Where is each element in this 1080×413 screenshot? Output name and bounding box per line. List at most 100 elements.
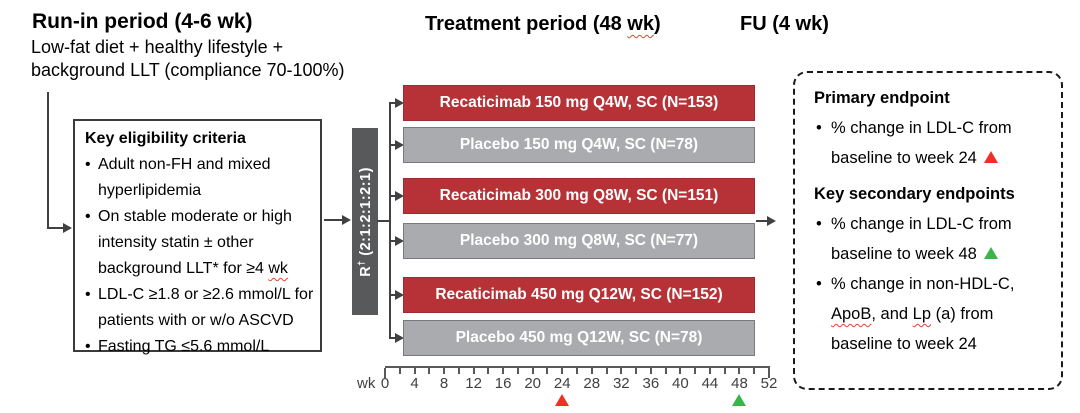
randomization-ratio: (2:1:2:1:2:1) <box>357 166 374 260</box>
recaticimab-arm-bar: Recaticimab 150 mg Q4W, SC (N=153) <box>403 85 755 121</box>
primary-endpoint-item: • % change in LDL-C from baseline to week… <box>814 113 1049 173</box>
axis-tick-label: 44 <box>701 375 719 392</box>
eligibility-to-randomization-line <box>324 219 343 221</box>
text-segment: LDL-C ≥1.8 or ≥2.6 mmol/L for patients w… <box>98 286 314 329</box>
bullet-icon: • <box>816 119 822 137</box>
bullet-icon: • <box>85 338 91 355</box>
secondary-endpoint-item-text: % change in LDL-C from baseline to week … <box>831 215 1012 263</box>
runin-subtitle-line1: Low-fat diet + healthy lifestyle + <box>31 37 284 57</box>
bullet-icon: • <box>85 156 91 173</box>
runin-subtitle-line2: background LLT (compliance 70-100%) <box>31 60 345 80</box>
axis-tick <box>472 368 475 374</box>
text-segment: % change in LDL-C from baseline to week … <box>831 119 1012 167</box>
week-axis-unit-label: wk <box>357 375 376 392</box>
bullet-icon: • <box>816 215 822 233</box>
axis-tick <box>664 368 667 374</box>
axis-tick <box>708 368 711 374</box>
text-segment: Adult non-FH and mixed hyperlipidemia <box>98 156 271 199</box>
axis-tick <box>531 368 534 374</box>
runin-period-title: Run-in period (4-6 wk) <box>32 10 253 33</box>
arm-label: Recaticimab 300 mg Q8W, SC (N=151) <box>439 187 719 204</box>
eligibility-box: Key eligibility criteria • Adult non-FH a… <box>73 119 322 355</box>
randomization-box: R† (2:1:2:1:2:1) <box>352 128 378 315</box>
branch-line <box>389 195 397 197</box>
axis-tick-label: 52 <box>760 375 778 392</box>
arms-to-endpoints-line <box>756 220 768 222</box>
bullet-icon: • <box>85 286 91 303</box>
eligibility-item: • On stable moderate or high intensity st… <box>85 204 315 282</box>
axis-tick <box>723 368 726 374</box>
text-segment: , and <box>871 305 913 323</box>
eligibility-item: • Adult non-FH and mixed hyperlipidemia <box>85 152 315 204</box>
runin-arrowhead-icon <box>63 223 72 233</box>
week-axis: wk 0 4 8 12 16 20 24 28 32 36 40 44 48 52 <box>357 366 778 413</box>
randomization-label: R† (2:1:2:1:2:1) <box>356 167 374 277</box>
axis-tick <box>516 368 519 374</box>
branch-arrowhead-icon <box>395 98 404 108</box>
endpoints-box: Primary endpoint • % change in LDL-C from… <box>793 71 1063 390</box>
axis-tick <box>738 368 741 374</box>
branch-line <box>389 294 397 296</box>
treatment-period-title: Treatment period (48 wk) <box>425 13 661 36</box>
eligibility-item: • LDL-C ≥1.8 or ≥2.6 mmol/L for patients … <box>85 282 315 334</box>
axis-tick <box>457 368 460 374</box>
secondary-endpoint-item: • % change in non-HDL-C, ApoB, and Lp (a)… <box>814 269 1049 359</box>
spellcheck-word: ApoB <box>831 305 872 323</box>
week-axis-line <box>385 366 770 368</box>
treatment-title-close: ) <box>653 13 661 35</box>
branch-spine-line <box>389 103 391 339</box>
placebo-arm-bar: Placebo 450 mg Q12W, SC (N=78) <box>403 320 755 356</box>
branch-arrowhead-icon <box>395 140 404 150</box>
branch-arrowhead-icon <box>395 290 404 300</box>
recaticimab-arm-bar: Recaticimab 450 mg Q12W, SC (N=152) <box>403 277 755 313</box>
eligibility-item-text: On stable moderate or high intensity sta… <box>98 208 292 277</box>
axis-tick <box>428 368 431 374</box>
bullet-icon: • <box>816 275 822 293</box>
arm-label: Placebo 450 mg Q12W, SC (N=78) <box>455 329 703 346</box>
axis-tick <box>576 368 578 374</box>
branch-arrowhead-icon <box>395 191 404 201</box>
text-segment: (a) from baseline to week 24 <box>831 305 994 353</box>
secondary-endpoint-list: • % change in LDL-C from baseline to week… <box>814 209 1049 359</box>
randomization-dagger: † <box>356 259 367 266</box>
axis-tick-label: 48 <box>731 375 748 392</box>
axis-tick <box>679 368 682 374</box>
axis-tick <box>605 368 608 374</box>
axis-week-marker-triangle-icon <box>732 394 747 406</box>
axis-tick <box>487 368 490 374</box>
axis-tick-label: 0 <box>380 375 390 392</box>
axis-tick <box>561 368 564 374</box>
primary-endpoint-item-text: % change in LDL-C from baseline to week … <box>831 119 1012 167</box>
axis-tick-label: 12 <box>465 375 482 392</box>
treatment-title-text: Treatment period (48 <box>425 13 628 35</box>
arms-to-endpoints-arrowhead-icon <box>767 216 776 226</box>
branch-arrowhead-icon <box>395 333 404 343</box>
runin-elbow-line-horizontal <box>47 227 64 229</box>
axis-tick-label: 36 <box>642 375 660 392</box>
arm-label: Recaticimab 450 mg Q12W, SC (N=152) <box>435 286 723 303</box>
axis-tick <box>384 368 386 378</box>
axis-tick <box>694 368 697 374</box>
text-segment: % change in non-HDL-C, <box>831 275 1015 293</box>
primary-endpoint-title: Primary endpoint <box>814 89 950 107</box>
text-segment: % change in LDL-C from baseline to week … <box>831 215 1012 263</box>
axis-tick <box>768 368 770 378</box>
text-segment: Fasting TG ≤5.6 mmol/L <box>98 338 270 355</box>
axis-tick-label: 16 <box>494 375 512 392</box>
spellcheck-word: wk <box>268 260 288 277</box>
axis-week-marker-triangle-icon <box>555 394 570 406</box>
axis-tick-label: 24 <box>553 375 571 392</box>
endpoint-week-marker-triangle-icon <box>984 151 999 163</box>
secondary-endpoint-item: • % change in LDL-C from baseline to week… <box>814 209 1049 269</box>
bullet-icon: • <box>85 208 91 225</box>
placebo-arm-bar: Placebo 150 mg Q4W, SC (N=78) <box>403 127 755 163</box>
primary-endpoint-list: • % change in LDL-C from baseline to week… <box>814 113 1049 173</box>
text-segment: On stable moderate or high intensity sta… <box>98 208 292 277</box>
axis-tick <box>620 368 623 374</box>
eligibility-item-text: LDL-C ≥1.8 or ≥2.6 mmol/L for patients w… <box>98 286 313 329</box>
axis-tick <box>649 368 652 374</box>
axis-tick-label: 4 <box>410 375 419 392</box>
secondary-endpoint-item-text: % change in non-HDL-C, ApoB, and Lp (a) … <box>831 275 1014 353</box>
eligibility-item-text: Adult non-FH and mixed hyperlipidemia <box>98 156 271 199</box>
